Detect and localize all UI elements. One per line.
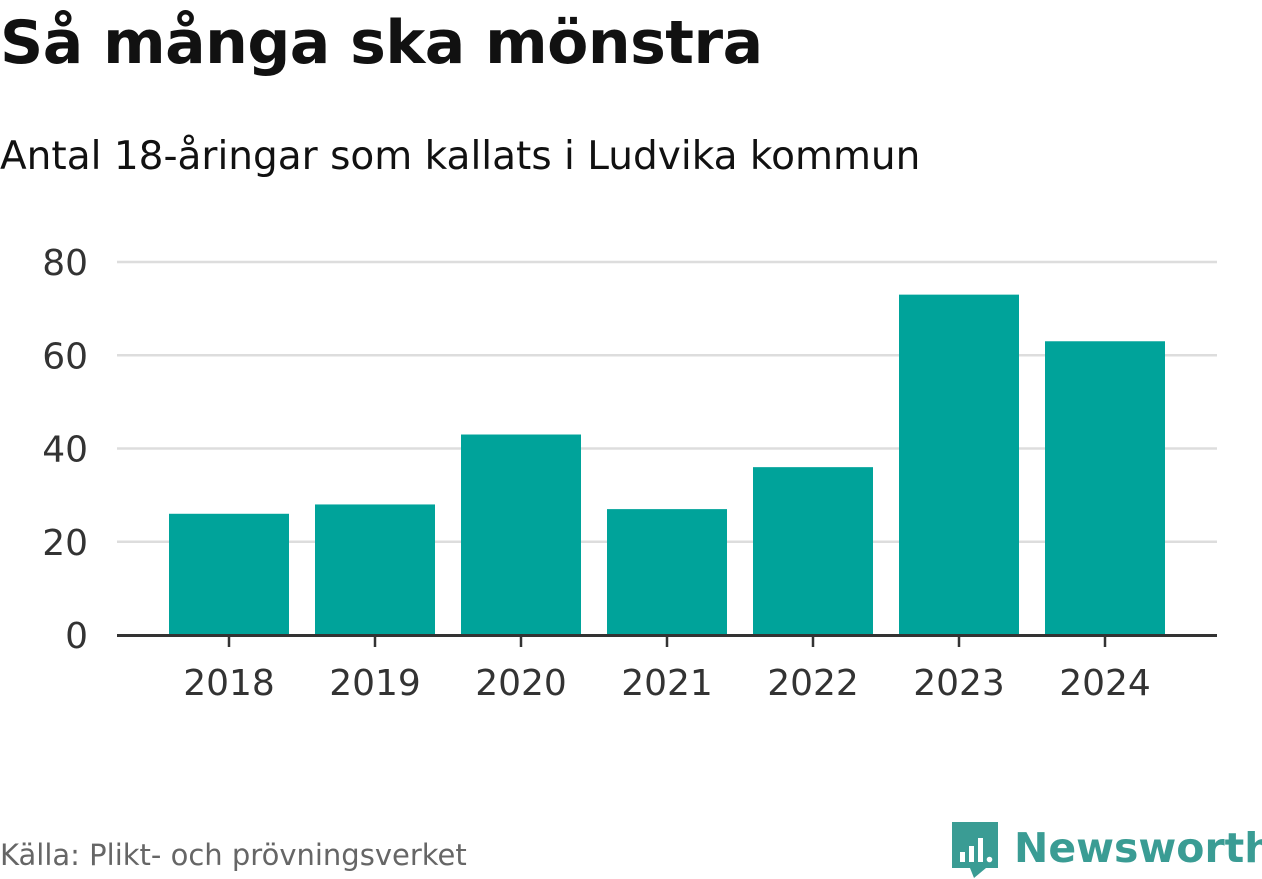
x-tick-label: 2023 — [913, 663, 1005, 704]
brand-logo[interactable]: Newsworthy — [950, 818, 1262, 878]
bar-2018 — [169, 513, 289, 635]
bar-chart: 0 20 40 60 80 2018 2019 2020 2021 2022 2023 2024 — [42, 243, 1217, 704]
x-tick-label: 2021 — [621, 663, 713, 704]
y-tick-label: 20 — [42, 523, 88, 564]
chart-title: Så många ska mönstra — [0, 8, 763, 78]
x-tick-label: 2022 — [767, 663, 859, 704]
bars — [169, 294, 1165, 635]
y-tick-label: 60 — [42, 336, 88, 377]
x-tick-label: 2019 — [329, 663, 421, 704]
source-note: Källa: Plikt- och prövningsverket — [0, 838, 467, 872]
y-tick-label: 80 — [42, 243, 88, 284]
bar-2020 — [461, 434, 581, 635]
y-tick-label: 40 — [42, 430, 88, 471]
x-tick-label: 2024 — [1059, 663, 1151, 704]
bar-2022 — [753, 467, 873, 635]
chart-subtitle: Antal 18-åringar som kallats i Ludvika k… — [0, 134, 921, 179]
bar-2023 — [899, 294, 1019, 635]
bar-2019 — [315, 504, 435, 635]
bar-2024 — [1045, 341, 1165, 635]
brand-name: Newsworthy — [1014, 824, 1262, 872]
x-tick-label: 2020 — [475, 663, 567, 704]
y-axis-ticks: 0 20 40 60 80 — [42, 243, 88, 657]
x-tick-label: 2018 — [183, 663, 275, 704]
newsworthy-icon — [952, 822, 998, 878]
x-axis-ticks: 2018 2019 2020 2021 2022 2023 2024 — [183, 635, 1151, 704]
y-tick-label: 0 — [65, 616, 88, 657]
bar-2021 — [607, 509, 727, 635]
